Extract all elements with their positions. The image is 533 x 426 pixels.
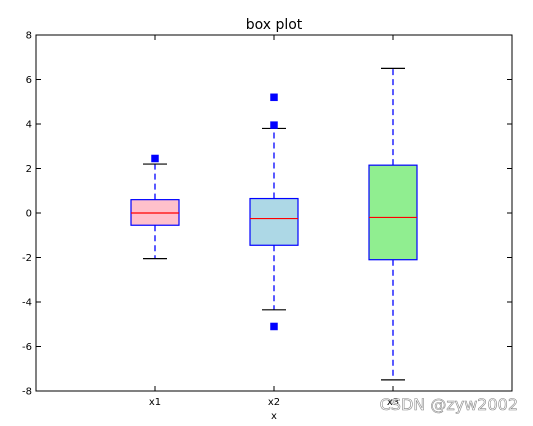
y-tick-label: -6 — [22, 342, 32, 353]
y-tick-label: 0 — [26, 209, 32, 220]
y-tick-label: 8 — [26, 31, 32, 42]
outlier-point — [270, 121, 278, 129]
y-tick-label: 4 — [26, 120, 32, 131]
x-axis-label: x — [271, 411, 277, 422]
outlier-point — [270, 322, 278, 331]
chart-title: box plot — [246, 17, 303, 33]
box-x3 — [368, 164, 418, 261]
y-tick-label: -2 — [22, 253, 32, 264]
outlier-point — [151, 154, 159, 163]
y-tick-label: -4 — [22, 298, 32, 309]
outlier-point — [270, 93, 278, 102]
x-tick-label: x1 — [149, 397, 161, 408]
watermark: CSDN @zyw2002 — [380, 395, 518, 414]
y-tick-label: 2 — [26, 164, 32, 175]
box-x2 — [249, 197, 299, 246]
y-tick-label: -8 — [22, 387, 32, 398]
plot-area: -8 -6 -4 -2 0 2 4 6 8 x1 x2 x3 — [22, 31, 513, 408]
x-tick-label: x3 — [387, 397, 399, 408]
y-tick-label: 6 — [26, 75, 32, 86]
x-tick-label: x2 — [268, 397, 280, 408]
